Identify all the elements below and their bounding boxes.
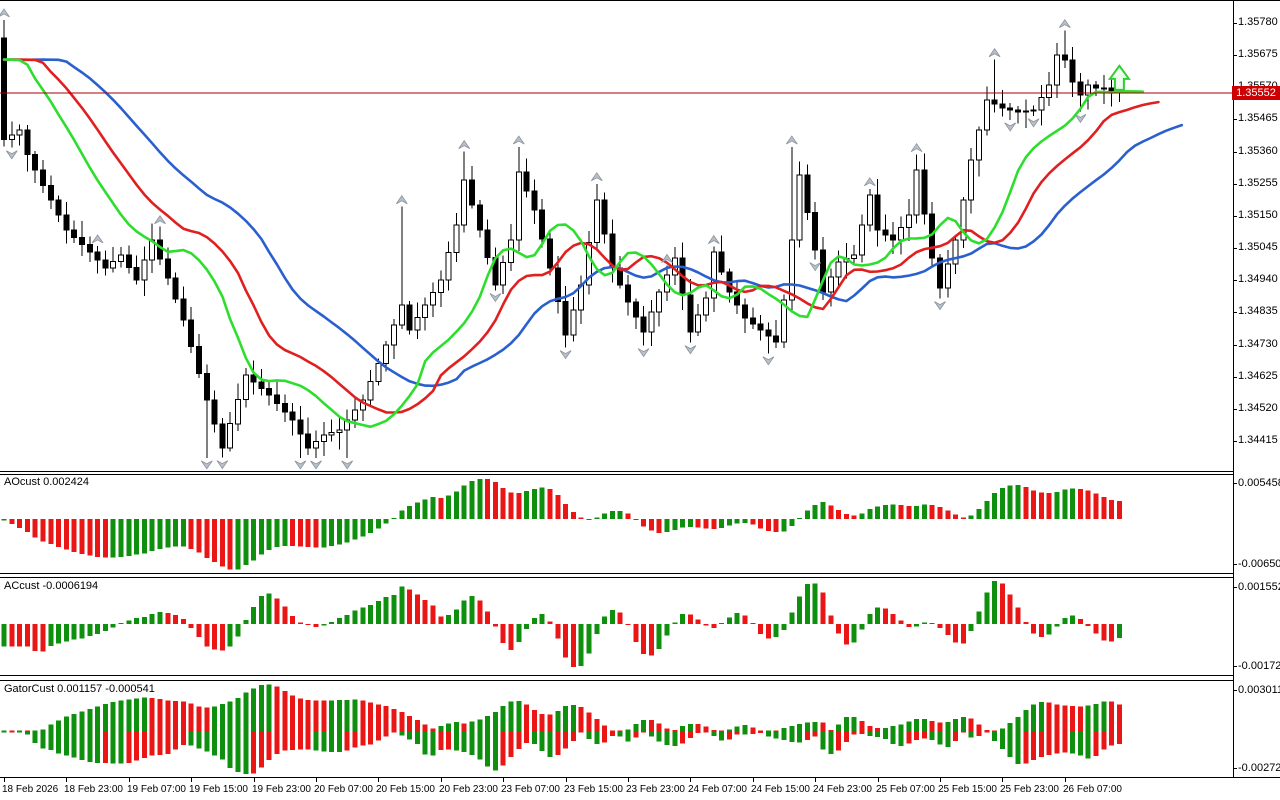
gator-axis-max-label: 0.003011 — [1238, 684, 1280, 696]
fractal-down-icon — [762, 356, 775, 366]
fractal-up-icon — [458, 139, 471, 149]
ac-indicator-label: ACcust -0.0006194 — [4, 580, 99, 592]
gator-axis-min-label: -0.002723 — [1238, 762, 1280, 774]
candles-layer — [1, 19, 1123, 458]
ao-indicator-panel[interactable] — [0, 474, 1233, 573]
fractal-up-icon — [512, 135, 525, 145]
alligator-lips-line — [2, 58, 1145, 429]
fractal-down-icon — [1027, 118, 1040, 128]
fractal-up-icon — [395, 195, 408, 205]
fractal-down-icon — [216, 460, 229, 470]
fractal-down-icon — [934, 301, 946, 311]
ac-axis-max-label: 0.0015529 — [1238, 581, 1280, 593]
buy-signal-arrow-icon[interactable] — [1107, 64, 1131, 91]
fractal-up-icon — [154, 215, 166, 225]
gator-indicator-panel[interactable] — [0, 681, 1233, 777]
fractal-up-icon — [863, 177, 876, 187]
fractal-up-icon — [91, 234, 104, 244]
fractal-down-icon — [341, 460, 354, 470]
fractals-layer — [0, 8, 1087, 470]
ao-axis-min-label: -0.006502 — [1238, 558, 1280, 570]
bid-price-label: 1.35552 — [1232, 86, 1280, 100]
fractal-down-icon — [684, 345, 697, 355]
fractal-down-icon — [809, 262, 822, 272]
time-axis[interactable]: 18 Feb 2026 18 Feb 23:00 19 Feb 07:00 19 Fe… — [0, 777, 1280, 800]
ac-indicator-panel[interactable] — [0, 578, 1233, 675]
fractal-down-icon — [489, 293, 502, 303]
fractal-down-icon — [200, 460, 213, 470]
fractal-up-icon — [590, 172, 603, 182]
gator-indicator-label: GatorCust 0.001157 -0.000541 — [4, 683, 155, 695]
fractal-down-icon — [1004, 122, 1017, 132]
ao-axis-max-label: 0.005458 — [1238, 477, 1280, 489]
ac-axis-min-label: -0.0017296 — [1238, 660, 1280, 672]
fractal-up-icon — [988, 48, 1001, 58]
fractal-down-icon — [294, 460, 307, 470]
fractal-up-icon — [785, 135, 798, 145]
fractal-up-icon — [1058, 18, 1071, 29]
alligator-jaw-line — [2, 58, 1184, 388]
fractal-down-icon — [5, 150, 18, 160]
fractal-down-icon — [310, 460, 322, 470]
fractal-up-icon — [0, 8, 10, 18]
fractal-up-icon — [661, 253, 673, 263]
main-price-panel[interactable] — [0, 0, 1233, 471]
fractal-up-icon — [910, 142, 923, 153]
fractal-down-icon — [1074, 114, 1087, 124]
ao-indicator-label: AOcust 0.002424 — [4, 476, 90, 488]
fractal-down-icon — [637, 348, 650, 358]
fractal-up-icon — [707, 234, 720, 244]
fractal-down-icon — [559, 350, 572, 360]
price-axis[interactable]: 1.357801.356751.355701.354651.353601.352… — [1233, 0, 1280, 777]
